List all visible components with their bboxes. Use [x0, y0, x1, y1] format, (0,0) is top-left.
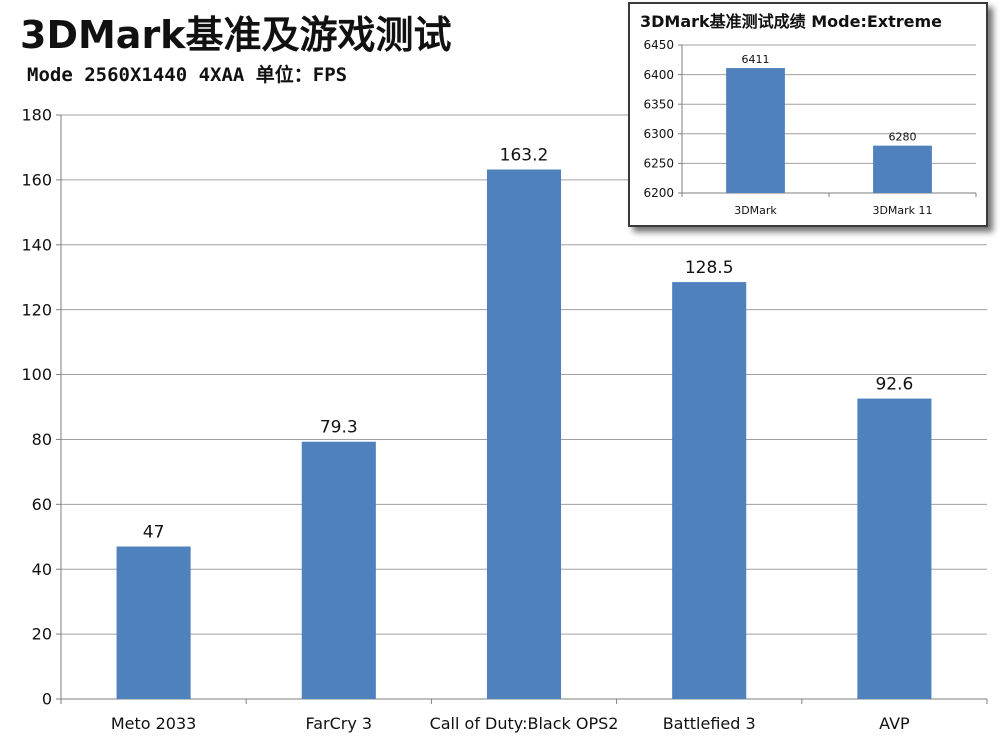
data-label: 6280 — [889, 131, 917, 144]
chart-title: 3DMark基准及游戏测试 — [20, 13, 452, 57]
bar — [301, 441, 376, 699]
bar — [116, 546, 191, 699]
y-tick-label: 140 — [21, 235, 52, 254]
x-tick-label: Battlefied 3 — [663, 714, 756, 733]
data-label: 128.5 — [685, 258, 734, 278]
y-tick-label: 40 — [32, 560, 52, 579]
y-tick-label: 6400 — [643, 68, 674, 82]
x-tick-label: FarCry 3 — [305, 714, 372, 733]
data-label: 92.6 — [875, 375, 913, 395]
y-tick-label: 160 — [21, 170, 52, 189]
inset-chart-panel: 3DMark基准测试成绩 Mode:Extreme 6200 6250 6300 63… — [628, 2, 988, 227]
inset-chart-title: 3DMark基准测试成绩 Mode:Extreme — [640, 12, 943, 31]
y-tick-label: 0 — [42, 690, 52, 709]
y-tick-label: 6300 — [643, 127, 674, 141]
y-tick-label: 180 — [21, 106, 52, 125]
bar — [857, 398, 932, 699]
x-tick-label: Meto 2033 — [111, 714, 197, 733]
y-tick-label: 6250 — [643, 157, 674, 171]
y-tick-label: 120 — [21, 300, 52, 319]
bar — [726, 68, 785, 193]
bar — [873, 145, 932, 193]
x-tick-label: Call of Duty:Black OPS2 — [430, 714, 619, 733]
x-tick-label: 3DMark — [734, 204, 777, 217]
data-label: 79.3 — [320, 418, 358, 438]
y-tick-label: 100 — [21, 365, 52, 384]
inset-bar-chart: 6200 6250 6300 6350 6400 6450 6411 3DMark 6280 3D… — [643, 38, 977, 217]
data-label: 163.2 — [500, 146, 549, 166]
x-tick-label: 3DMark 11 — [872, 204, 932, 217]
y-tick-label: 20 — [32, 625, 52, 644]
bar — [486, 169, 562, 700]
y-tick-label: 6350 — [643, 97, 674, 111]
y-tick-label: 6200 — [643, 186, 674, 200]
x-tick-label: AVP — [879, 714, 910, 733]
bar — [672, 282, 747, 699]
chart-subtitle: Mode 2560X1440 4XAA 单位：FPS — [27, 64, 348, 86]
y-tick-label: 80 — [32, 430, 52, 449]
data-label: 47 — [143, 523, 165, 543]
data-label: 6411 — [742, 53, 770, 66]
y-tick-label: 60 — [32, 495, 52, 514]
y-tick-label: 6450 — [643, 38, 674, 52]
